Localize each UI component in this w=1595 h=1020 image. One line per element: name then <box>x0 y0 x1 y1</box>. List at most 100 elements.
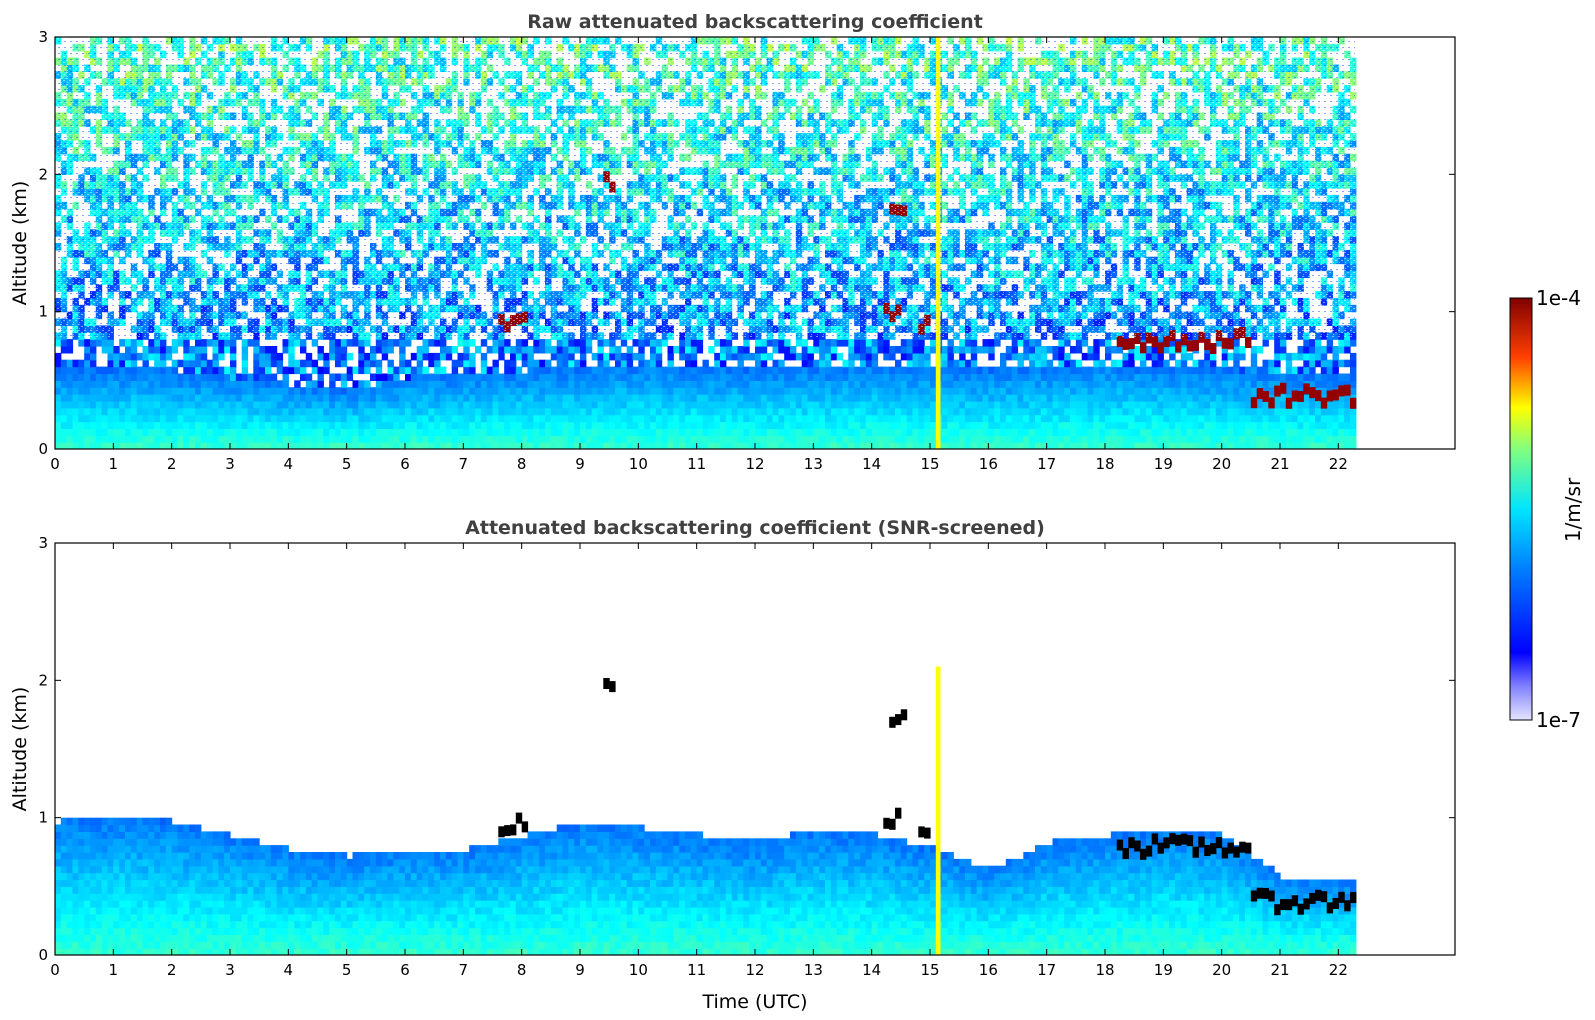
heatmap-cell <box>434 339 441 347</box>
heatmap-cell <box>247 442 254 449</box>
heatmap-cell <box>90 414 97 423</box>
heatmap-cell <box>673 366 680 375</box>
heatmap-cell <box>171 387 179 395</box>
heatmap-cell <box>125 394 132 402</box>
heatmap-cell <box>317 352 324 361</box>
heatmap-cell <box>615 400 622 409</box>
heatmap-cell <box>364 339 371 347</box>
heatmap-cell <box>504 380 511 388</box>
heatmap-cell <box>230 339 237 347</box>
heatmap-cell <box>638 421 645 429</box>
heatmap-cell <box>434 366 441 375</box>
heatmap-cell <box>154 435 161 443</box>
heatmap-cell <box>200 346 208 354</box>
heatmap-cell <box>725 373 733 381</box>
heatmap-cell <box>539 387 546 395</box>
heatmap-cell <box>457 421 464 429</box>
heatmap-cell <box>626 346 634 354</box>
heatmap-cell <box>679 394 686 402</box>
heatmap-cell <box>340 380 348 388</box>
heatmap-cell <box>585 373 593 381</box>
heatmap-cell <box>469 428 476 436</box>
heatmap-cell <box>241 421 249 429</box>
heatmap-cell <box>673 387 680 395</box>
heatmap-cell <box>212 421 219 429</box>
heatmap-cell <box>241 428 249 436</box>
heatmap-cell <box>475 421 482 429</box>
heatmap-cell <box>253 339 260 347</box>
heatmap-cell <box>585 366 593 375</box>
heatmap-cell <box>480 394 488 402</box>
heatmap-cell <box>550 380 558 388</box>
heatmap-cell <box>521 346 529 354</box>
heatmap-cell <box>101 407 109 416</box>
heatmap-cell <box>288 352 295 361</box>
heatmap-cell <box>638 387 645 395</box>
heatmap-cell <box>486 380 494 388</box>
heatmap-cell <box>650 421 657 429</box>
heatmap-cell <box>113 359 120 368</box>
heatmap-cell <box>422 442 429 449</box>
heatmap-cell <box>78 373 85 381</box>
heatmap-cell <box>195 442 202 449</box>
heatmap-cell <box>632 442 639 449</box>
heatmap-cell <box>113 394 120 402</box>
heatmap-cell <box>125 380 132 388</box>
heatmap-cell <box>690 394 698 402</box>
heatmap-cell <box>160 407 167 416</box>
heatmap-cell <box>475 394 482 402</box>
heatmap-cell <box>533 435 540 443</box>
heatmap-cell <box>644 442 651 449</box>
heatmap-cell <box>107 400 114 409</box>
heatmap-cell <box>737 380 744 388</box>
heatmap-cell <box>358 394 365 402</box>
heatmap-cell <box>743 366 750 375</box>
heatmap-cell <box>685 407 692 416</box>
heatmap-cell <box>206 394 214 402</box>
heatmap-cell <box>119 359 126 368</box>
heatmap-cell <box>737 435 744 443</box>
heatmap-cell <box>714 352 721 361</box>
heatmap-cell <box>405 421 412 429</box>
heatmap-cell <box>90 359 97 368</box>
heatmap-cell <box>679 373 686 381</box>
heatmap-cell <box>323 414 330 423</box>
heatmap-cell <box>480 339 488 347</box>
heatmap-cell <box>585 339 593 347</box>
heatmap-cell <box>212 400 219 409</box>
heatmap-cell <box>655 435 663 443</box>
heatmap-cell <box>609 435 616 443</box>
heatmap-cell <box>218 366 225 375</box>
heatmap-cell <box>615 435 622 443</box>
heatmap-cell <box>457 435 464 443</box>
heatmap-cell <box>160 428 167 436</box>
heatmap-cell <box>428 414 435 423</box>
heatmap-cell <box>142 394 149 402</box>
heatmap-cell <box>574 380 581 388</box>
heatmap-cell <box>428 435 435 443</box>
heatmap-cell <box>545 442 552 449</box>
heatmap-cell <box>486 346 494 354</box>
heatmap-cell <box>638 339 645 347</box>
heatmap-cell <box>632 339 639 347</box>
heatmap-cell <box>130 359 138 368</box>
heatmap-cell <box>743 373 750 381</box>
heatmap-cell <box>154 400 161 409</box>
heatmap-cell <box>556 407 564 416</box>
heatmap-cell <box>218 414 225 423</box>
heatmap-cell <box>294 387 301 395</box>
heatmap-cell <box>95 414 103 423</box>
heatmap-cell <box>358 339 365 347</box>
heatmap-cell <box>673 346 680 354</box>
heatmap-cell <box>445 435 453 443</box>
heatmap-cell <box>556 380 564 388</box>
heatmap-cell <box>480 387 488 395</box>
heatmap-cell <box>609 414 616 423</box>
heatmap-cell <box>539 346 546 354</box>
heatmap-cell <box>504 387 511 395</box>
heatmap-cell <box>650 414 657 423</box>
heatmap-cell <box>580 366 587 375</box>
heatmap-cell <box>679 421 686 429</box>
heatmap-cell <box>504 339 511 347</box>
heatmap-cell <box>399 414 406 423</box>
